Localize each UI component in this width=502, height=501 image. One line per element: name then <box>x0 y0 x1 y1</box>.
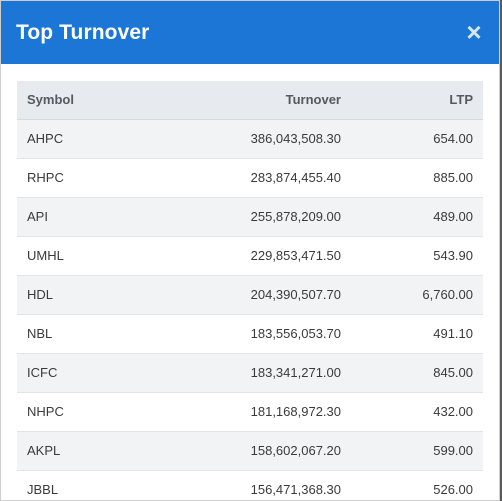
cell-turnover: 386,043,508.30 <box>167 119 342 159</box>
cell-turnover: 283,874,455.40 <box>167 158 342 198</box>
cell-symbol: RHPC <box>17 158 167 198</box>
table-row[interactable]: HDL 204,390,507.70 6,760.00 <box>17 275 483 315</box>
cell-ltp: 845.00 <box>342 353 483 393</box>
table-row[interactable]: NBL 183,556,053.70 491.10 <box>17 314 483 354</box>
cell-ltp: 654.00 <box>342 119 483 159</box>
cell-symbol: AKPL <box>17 431 167 471</box>
table-header-row: Symbol Turnover LTP <box>17 81 483 120</box>
table-body: AHPC 386,043,508.30 654.00 RHPC 283,874,455.… <box>17 119 483 500</box>
table-header: Symbol Turnover LTP <box>17 81 483 120</box>
cell-ltp: 489.00 <box>342 197 483 237</box>
cell-turnover: 156,471,368.30 <box>167 470 342 500</box>
column-header-ltp[interactable]: LTP <box>342 81 483 120</box>
modal-title: Top Turnover <box>16 21 150 44</box>
cell-ltp: 6,760.00 <box>342 275 483 315</box>
cell-ltp: 491.10 <box>342 314 483 354</box>
table-row[interactable]: API 255,878,209.00 489.00 <box>17 197 483 237</box>
table-row[interactable]: ICFC 183,341,271.00 845.00 <box>17 353 483 393</box>
close-icon[interactable]: × <box>466 17 482 47</box>
cell-ltp: 432.00 <box>342 392 483 432</box>
cell-turnover: 183,341,271.00 <box>167 353 342 393</box>
turnover-table: Symbol Turnover LTP AHPC 386,043,508.30 65… <box>17 81 483 500</box>
cell-turnover: 204,390,507.70 <box>167 275 342 315</box>
table-row[interactable]: AHPC 386,043,508.30 654.00 <box>17 119 483 159</box>
cell-turnover: 183,556,053.70 <box>167 314 342 354</box>
cell-ltp: 599.00 <box>342 431 483 471</box>
table-row[interactable]: UMHL 229,853,471.50 543.90 <box>17 236 483 276</box>
cell-ltp: 526.00 <box>342 470 483 500</box>
cell-turnover: 158,602,067.20 <box>167 431 342 471</box>
cell-ltp: 543.90 <box>342 236 483 276</box>
cell-turnover: 255,878,209.00 <box>167 197 342 237</box>
cell-symbol: HDL <box>17 275 167 315</box>
modal-header: Top Turnover × <box>1 1 499 64</box>
cell-symbol: ICFC <box>17 353 167 393</box>
table-row[interactable]: NHPC 181,168,972.30 432.00 <box>17 392 483 432</box>
table-row[interactable]: AKPL 158,602,067.20 599.00 <box>17 431 483 471</box>
cell-turnover: 229,853,471.50 <box>167 236 342 276</box>
table-row[interactable]: RHPC 283,874,455.40 885.00 <box>17 158 483 198</box>
column-header-turnover[interactable]: Turnover <box>167 81 342 120</box>
cell-ltp: 885.00 <box>342 158 483 198</box>
cell-symbol: JBBL <box>17 470 167 500</box>
column-header-symbol[interactable]: Symbol <box>17 81 167 120</box>
table-row[interactable]: JBBL 156,471,368.30 526.00 <box>17 470 483 500</box>
cell-symbol: NHPC <box>17 392 167 432</box>
cell-symbol: NBL <box>17 314 167 354</box>
cell-turnover: 181,168,972.30 <box>167 392 342 432</box>
turnover-table-container: Symbol Turnover LTP AHPC 386,043,508.30 65… <box>17 81 483 500</box>
cell-symbol: UMHL <box>17 236 167 276</box>
cell-symbol: AHPC <box>17 119 167 159</box>
cell-symbol: API <box>17 197 167 237</box>
